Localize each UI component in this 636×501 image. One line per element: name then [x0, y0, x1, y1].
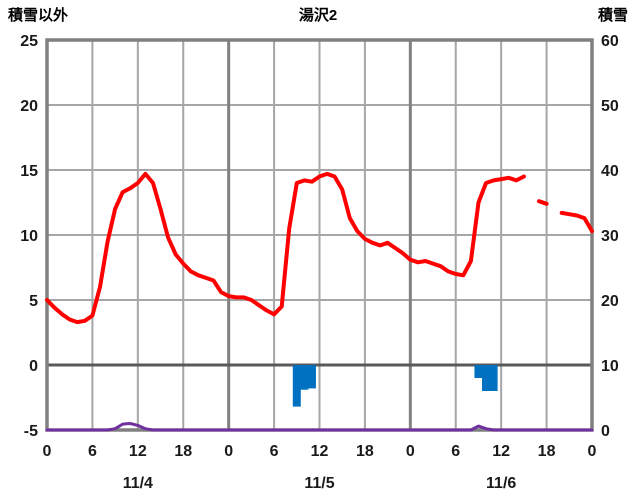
precipitation-bars	[292, 365, 498, 407]
svg-text:6: 6	[88, 443, 97, 460]
gridlines	[47, 40, 592, 430]
svg-text:12: 12	[311, 443, 329, 460]
svg-text:18: 18	[538, 443, 556, 460]
chart-title: 湯沢2	[298, 7, 338, 24]
svg-text:30: 30	[601, 228, 619, 245]
svg-text:0: 0	[406, 443, 415, 460]
svg-text:12: 12	[492, 443, 510, 460]
svg-text:50: 50	[601, 98, 619, 115]
svg-text:20: 20	[20, 98, 38, 115]
svg-text:20: 20	[601, 293, 619, 310]
right-axis-title: 積雪	[597, 7, 628, 24]
temperature-line	[45, 171, 594, 325]
svg-text:0: 0	[601, 423, 610, 440]
svg-text:25: 25	[20, 33, 38, 50]
svg-text:-5: -5	[24, 423, 38, 440]
svg-text:12: 12	[129, 443, 147, 460]
svg-text:0: 0	[43, 443, 52, 460]
svg-text:10: 10	[601, 358, 619, 375]
svg-text:10: 10	[20, 228, 38, 245]
svg-text:11/5: 11/5	[304, 475, 334, 492]
svg-text:18: 18	[356, 443, 374, 460]
svg-text:0: 0	[588, 443, 597, 460]
svg-text:6: 6	[451, 443, 460, 460]
left-axis-title: 積雪以外	[8, 7, 69, 24]
snow-depth-line	[45, 422, 594, 432]
svg-text:6: 6	[270, 443, 279, 460]
x-axis-day-labels: 11/4 11/5 11/6	[123, 475, 517, 492]
x-axis-tick-labels: 0 6 12 18 0 6 12 18 0 6 12 18 0	[43, 443, 597, 460]
svg-text:0: 0	[29, 358, 38, 375]
svg-text:15: 15	[20, 163, 38, 180]
right-axis-tick-labels: 60 50 40 30 20 10 0	[601, 33, 619, 440]
svg-text:18: 18	[174, 443, 192, 460]
svg-text:11/4: 11/4	[123, 475, 153, 492]
svg-text:60: 60	[601, 33, 619, 50]
svg-text:0: 0	[224, 443, 233, 460]
svg-text:5: 5	[29, 293, 38, 310]
left-axis-tick-labels: 25 20 15 10 5 0 -5	[20, 33, 38, 440]
svg-text:11/6: 11/6	[486, 475, 516, 492]
svg-text:40: 40	[601, 163, 619, 180]
